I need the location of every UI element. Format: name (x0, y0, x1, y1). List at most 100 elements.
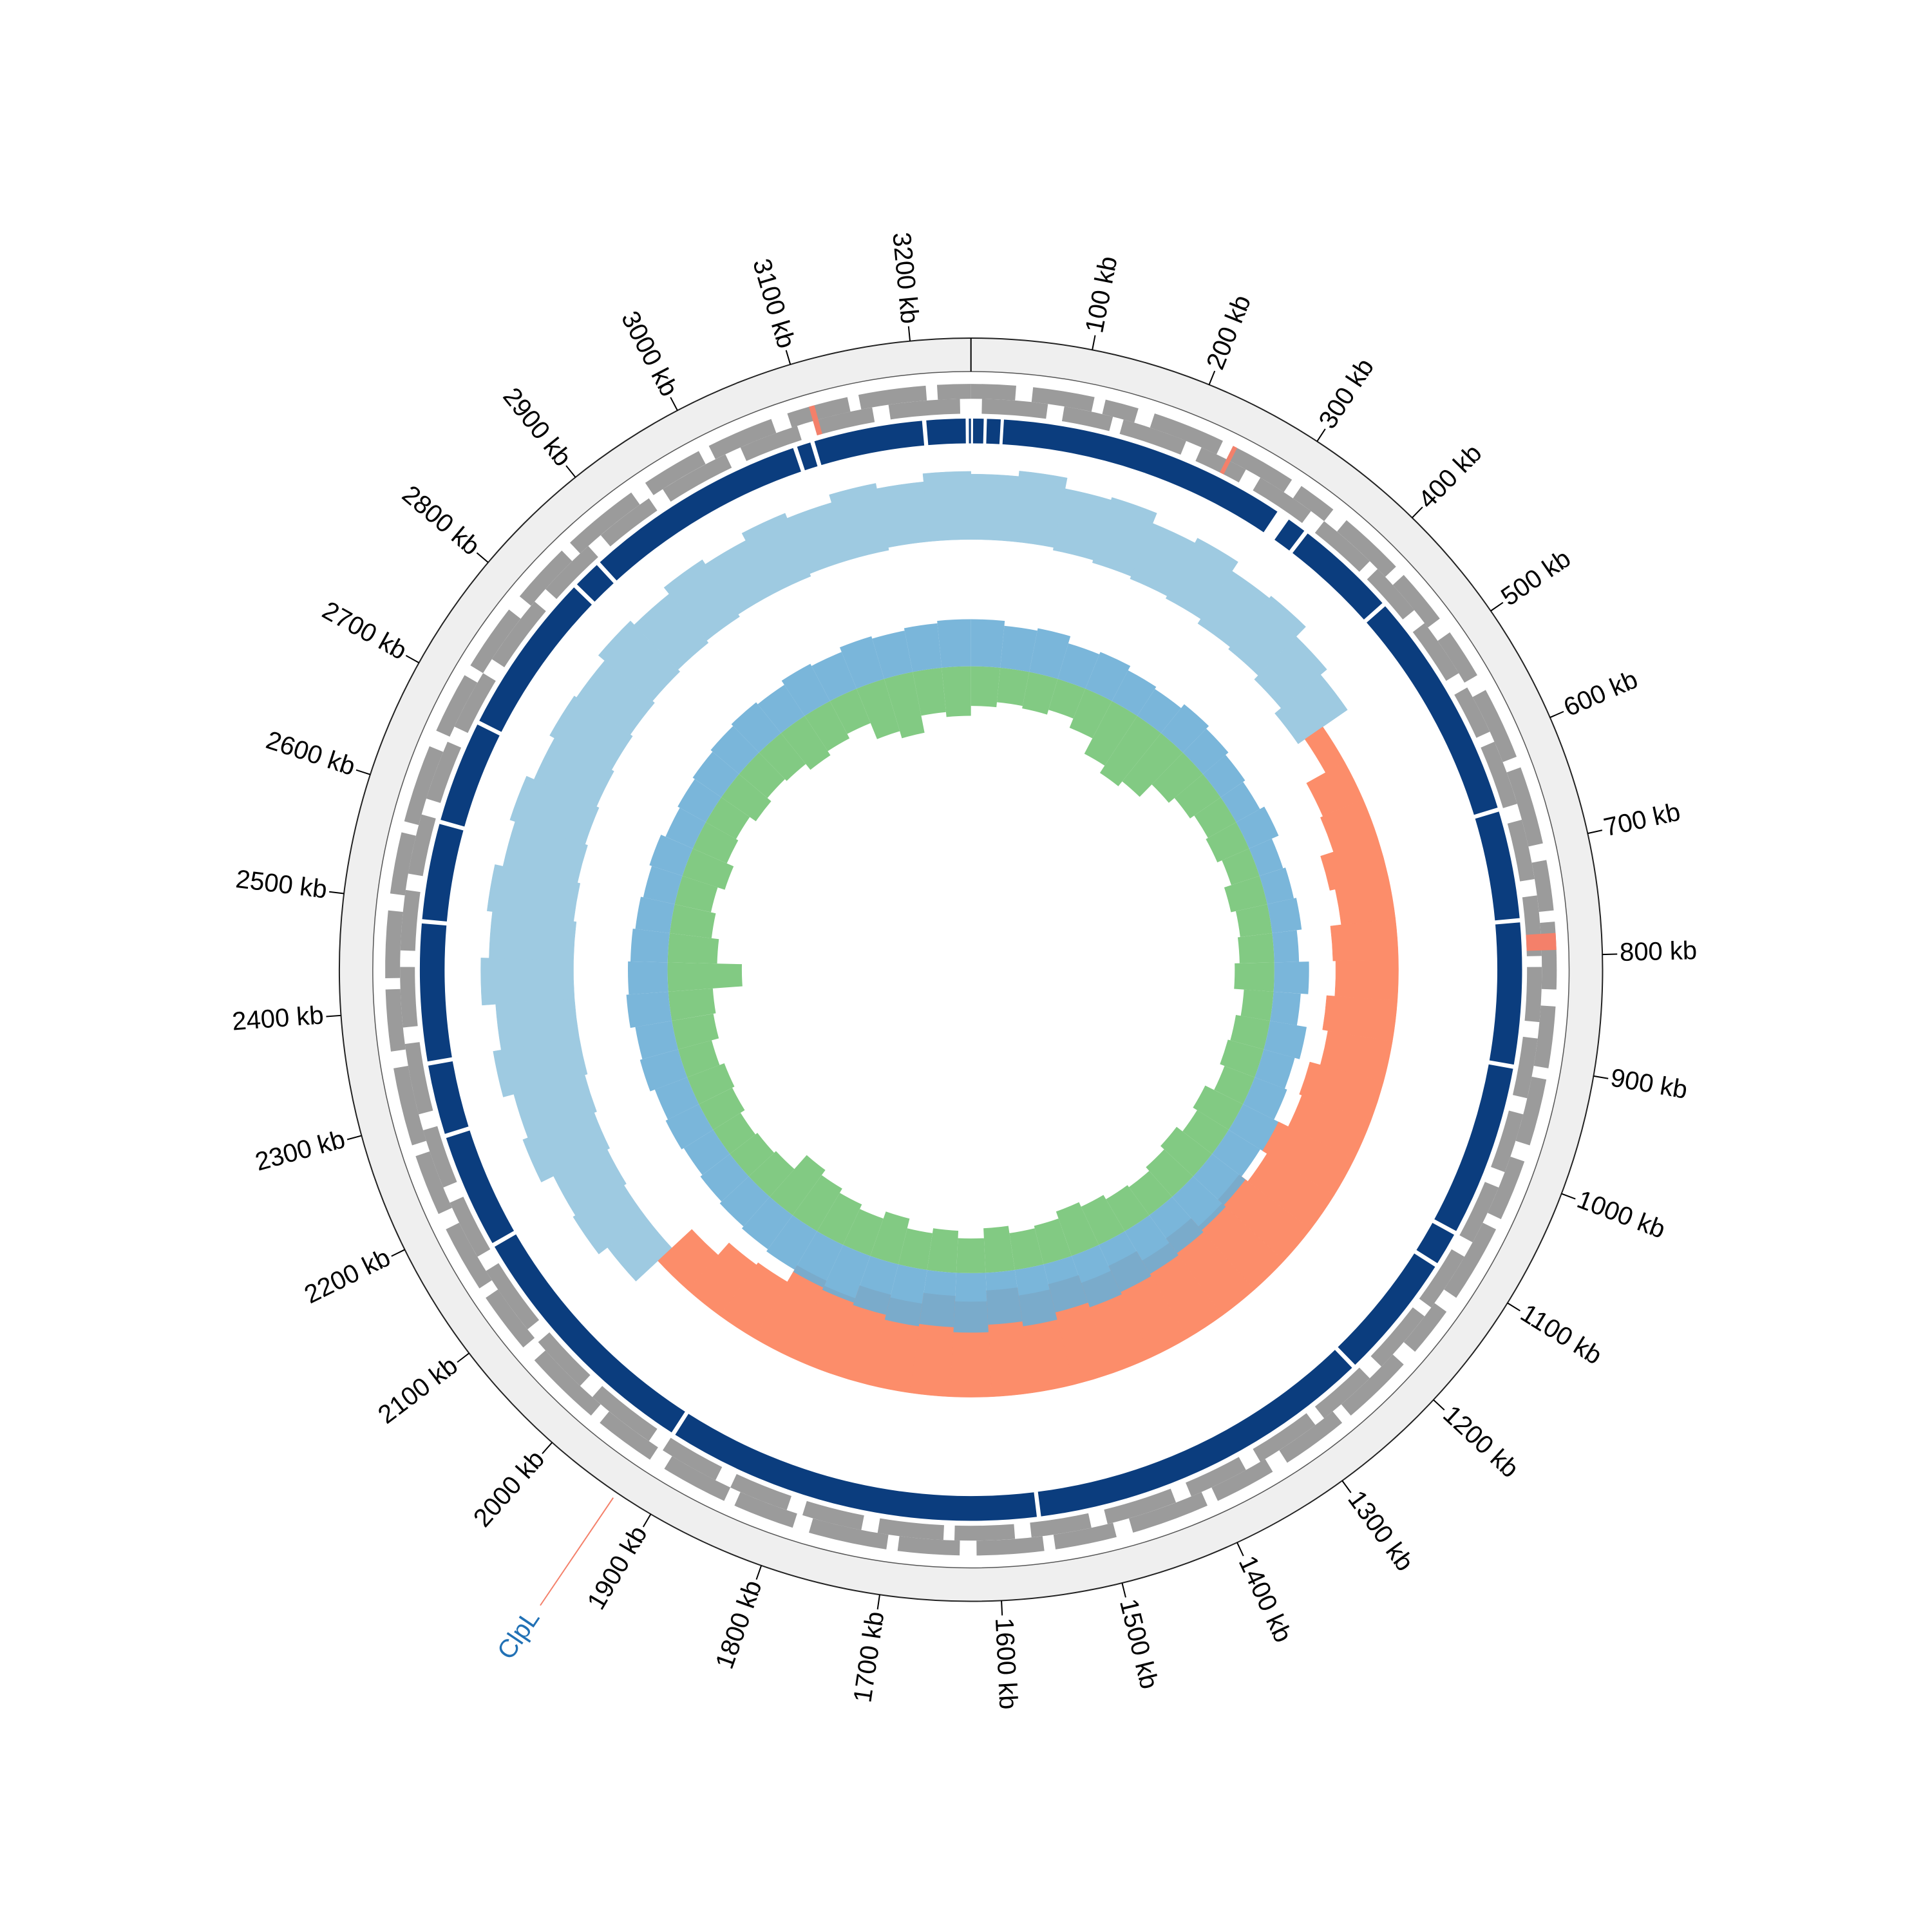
tick-label: 3000 kb (616, 307, 683, 401)
gene (1506, 767, 1543, 847)
gene (446, 1222, 492, 1289)
skew-bin (719, 1262, 788, 1339)
tick-label: 100 kb (1080, 254, 1122, 335)
gc-bin (1194, 797, 1236, 838)
skew-bin (1330, 918, 1399, 961)
gene (1472, 690, 1517, 762)
gene (1031, 387, 1095, 412)
gene (538, 1332, 591, 1387)
gc-bin (1034, 1218, 1072, 1265)
tick-label: 2300 kb (252, 1125, 348, 1177)
tick-label: 2700 kb (317, 596, 412, 666)
gene (1253, 477, 1311, 524)
gene (1314, 521, 1370, 572)
gc-bin (1048, 679, 1086, 719)
gc-bin (710, 726, 759, 774)
gc-bin (719, 1176, 770, 1227)
gene (1150, 413, 1223, 455)
gc-bin (1224, 876, 1267, 913)
gc-bin (1128, 1171, 1173, 1215)
tick-label: 2500 kb (234, 865, 329, 904)
gc-bin (687, 1063, 735, 1104)
gc-bin (1085, 652, 1131, 701)
gene (1053, 1522, 1117, 1549)
gene (1186, 1457, 1246, 1497)
skew-bin (1334, 959, 1399, 1001)
tick-mark (1208, 370, 1216, 385)
gc-bin (1174, 773, 1221, 819)
contig (1293, 533, 1383, 620)
gc-bin (781, 715, 831, 770)
tick-label: 3200 kb (887, 231, 924, 325)
annotation-label: ClpL (492, 1605, 545, 1665)
gene (393, 1066, 426, 1146)
tick-label: 2600 kb (263, 726, 359, 781)
gene (436, 675, 478, 737)
gene (1367, 569, 1415, 620)
tick-label: 1400 kb (1233, 1551, 1298, 1647)
tick-mark (1593, 1075, 1609, 1079)
skew-bin (829, 483, 889, 560)
skew-bin (509, 775, 600, 845)
gene (1487, 1156, 1525, 1220)
tick-mark (1507, 1302, 1520, 1312)
gene (1437, 632, 1477, 683)
gc-bin (1069, 688, 1112, 739)
highlight-gene (1220, 446, 1238, 475)
gc-bin (1014, 1264, 1057, 1327)
tick-mark (1433, 1399, 1445, 1411)
gene (1491, 1110, 1524, 1173)
tick-mark (1236, 1542, 1244, 1557)
gc-bin (937, 619, 971, 668)
gene (1119, 419, 1187, 455)
gene (400, 889, 421, 951)
contig (1274, 519, 1305, 551)
gc-bin (822, 1245, 871, 1303)
gc-bin (748, 1151, 795, 1197)
gc-bin (713, 1112, 756, 1154)
gene (708, 419, 777, 459)
gc-bin (1057, 643, 1100, 689)
tick-label: 1700 kb (848, 1609, 889, 1704)
gc-bin (956, 1238, 986, 1273)
skew-bin (502, 821, 588, 884)
gene (730, 1473, 791, 1510)
gc-bin (1273, 961, 1309, 994)
gc-bin (1160, 704, 1209, 753)
gene (888, 399, 961, 420)
gene (1524, 967, 1542, 1023)
gc-bin (1072, 1245, 1122, 1308)
skew-bin (598, 620, 681, 701)
gc-bin (793, 1231, 844, 1288)
gc-bin (759, 733, 806, 781)
gc-bin (669, 904, 716, 938)
tick-label: 700 kb (1601, 798, 1683, 842)
tick-label: 1800 kb (710, 1577, 768, 1672)
gc-bin (635, 896, 675, 933)
contig (1367, 606, 1498, 815)
tick-mark (326, 1014, 341, 1018)
gene (1507, 819, 1535, 882)
tick-label: 1900 kb (582, 1521, 653, 1615)
gc-bin (682, 848, 734, 890)
contig (479, 587, 592, 732)
gene (663, 1437, 723, 1481)
gc-bin (1240, 989, 1274, 1021)
gc-bin (781, 663, 830, 716)
gene (592, 1386, 658, 1441)
gc-bin (927, 1228, 959, 1273)
gene (1392, 574, 1440, 628)
contig (1002, 419, 1278, 533)
contig (926, 419, 966, 446)
gene (897, 1536, 960, 1556)
tick-label: 2800 kb (397, 480, 485, 560)
gc-bin (668, 988, 716, 1021)
tick-label: 300 kb (1313, 354, 1379, 434)
gc-bin (942, 666, 971, 717)
skew-bin (487, 864, 581, 922)
tick-label: 1100 kb (1515, 1299, 1607, 1370)
gene (1102, 399, 1139, 423)
tick-mark (457, 1352, 470, 1363)
tick-mark (670, 397, 678, 411)
